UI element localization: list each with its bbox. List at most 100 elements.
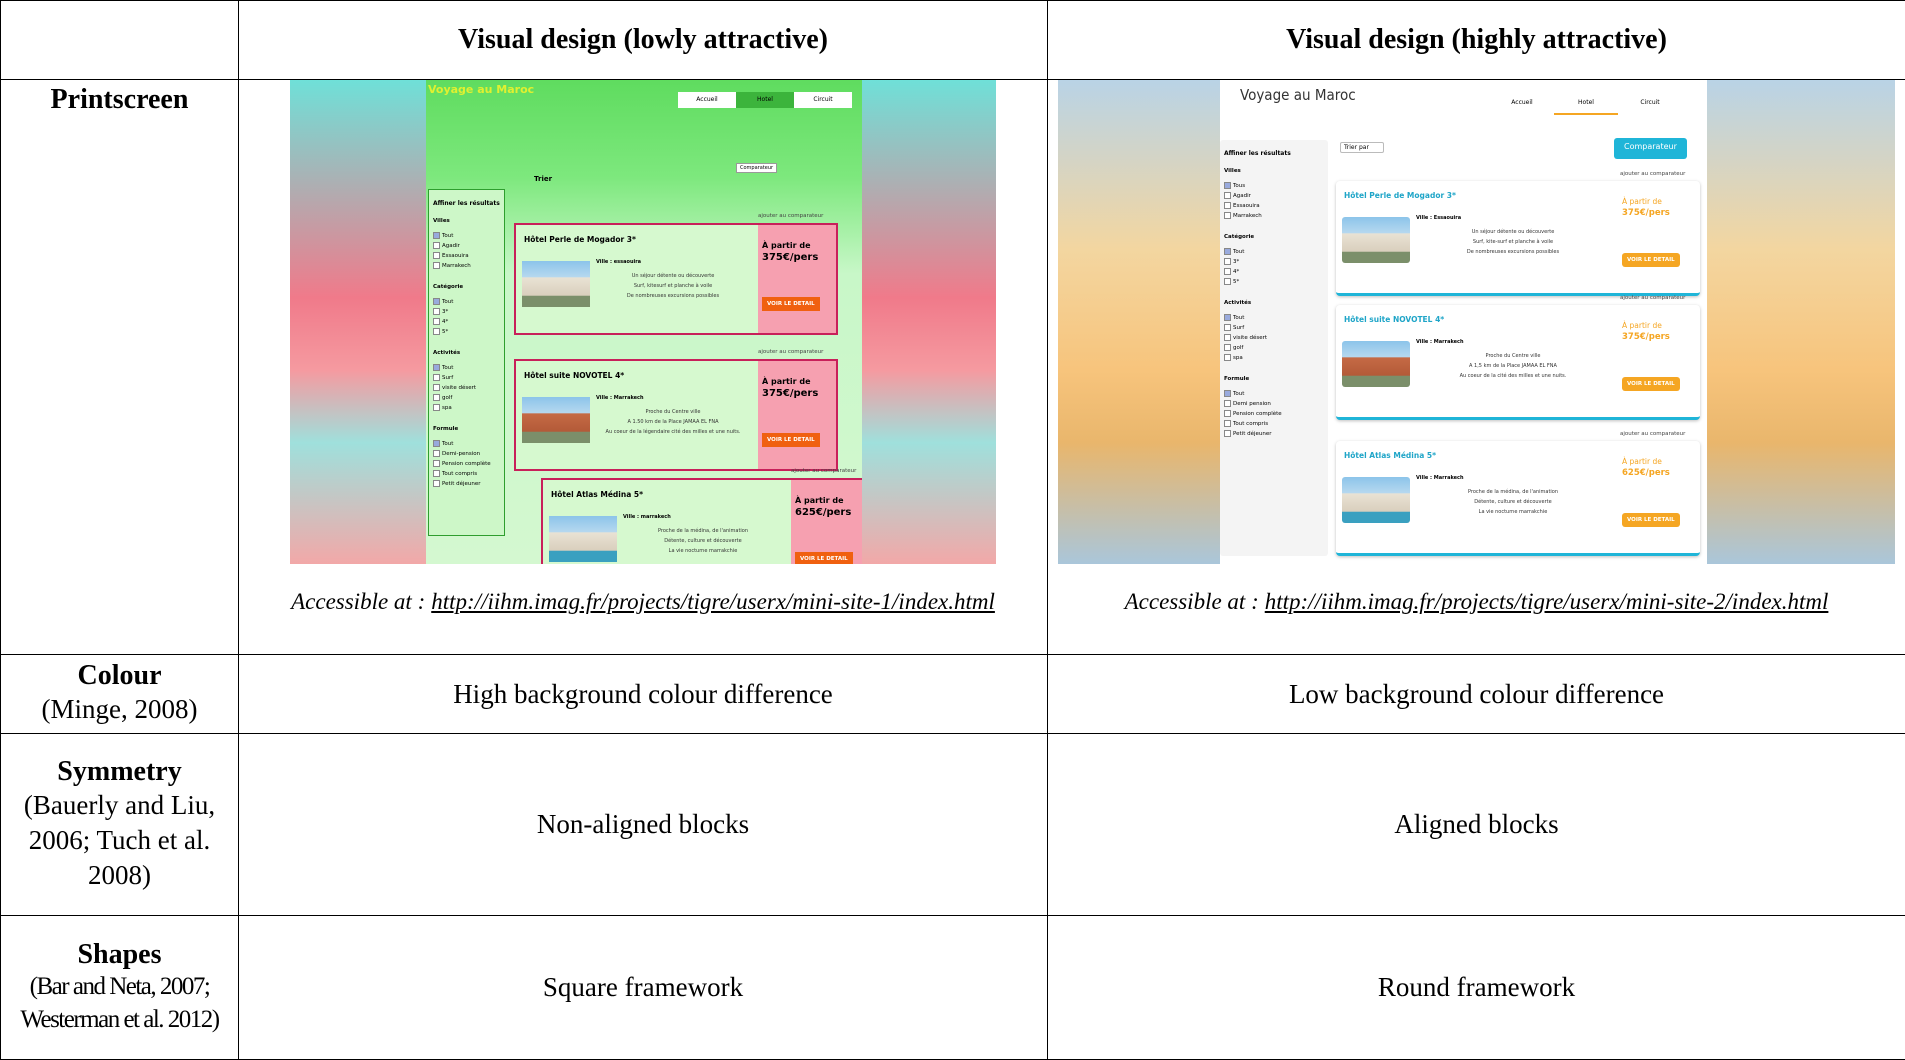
option-label: Surf [1233, 325, 1244, 331]
caption-link[interactable]: http://iihm.imag.fr/projects/tigre/userx… [431, 589, 995, 614]
option-label: visite désert [442, 385, 476, 391]
hotel-photo [1342, 341, 1410, 387]
checkbox [1224, 430, 1231, 437]
checkbox [433, 460, 440, 467]
nav-tab: Hotel [1554, 93, 1618, 115]
price: 375€/pers [762, 252, 818, 263]
option-label: Tout [442, 441, 453, 447]
row-label: Shapes [1, 939, 238, 971]
option-label: 3* [1233, 259, 1239, 265]
nav-tab: Accueil [678, 92, 736, 108]
hotel-name: Hôtel Perle de Mogador 3* [524, 235, 636, 244]
citation: (Bar and Neta, 2007; Westerman et al. 20… [1, 971, 238, 1036]
checkbox [1224, 390, 1231, 397]
option-label: Tout [1233, 249, 1244, 255]
filter-option: Surf [1224, 324, 1244, 331]
checkbox [1224, 334, 1231, 341]
caption-text: Accessible at : [291, 589, 425, 614]
column-header: Visual design (highly attractive) [1048, 1, 1905, 80]
checkbox [1224, 202, 1231, 209]
checkbox [433, 404, 440, 411]
caption: Accessible at :http://iihm.imag.fr/proje… [1048, 588, 1905, 617]
option-label: Pension complète [1233, 411, 1282, 417]
filter-group-title: Activités [433, 350, 460, 356]
filter-option: Tout [1224, 390, 1244, 397]
nav-tab: Circuit [794, 92, 852, 108]
row-label: Colour [1, 660, 238, 692]
checkbox [1224, 344, 1231, 351]
hotel-city: Ville : Marrakech [1416, 475, 1464, 481]
option-label: Demi-pension [442, 451, 480, 457]
price-prefix: À partir de [795, 496, 844, 505]
citation: (Minge, 2008) [1, 692, 238, 727]
option-label: Essaouira [1233, 203, 1260, 209]
filter-option: Pension complète [433, 460, 491, 467]
hotel-feature: Proche du Centre ville [596, 409, 750, 415]
hotel-name: Hôtel Perle de Mogador 3* [1344, 191, 1456, 200]
option-label: spa [1233, 355, 1243, 361]
option-label: Tout [442, 233, 453, 239]
site-title: Voyage au Maroc [428, 83, 534, 96]
filter-option: Demi pension [1224, 400, 1271, 407]
hotel-card: Hôtel Perle de Mogador 3*Ville : essaoui… [514, 223, 838, 335]
hotel-feature: De nombreuses excursions possibles [596, 293, 750, 299]
checkbox [1224, 278, 1231, 285]
checkbox [1224, 212, 1231, 219]
sort-label: Trier par [1340, 142, 1384, 153]
checkbox [433, 328, 440, 335]
hotel-city: Ville : Essaouira [1416, 215, 1461, 221]
compare-button: Comparateur [1614, 138, 1687, 159]
caption-link[interactable]: http://iihm.imag.fr/projects/tigre/userx… [1265, 589, 1829, 614]
checkbox [433, 298, 440, 305]
price-prefix: À partir de [762, 241, 811, 250]
filter-option: Tout [433, 440, 453, 447]
table-row: Colour(Minge, 2008) High background colo… [1, 655, 1905, 734]
filter-group-title: Formule [1224, 376, 1249, 382]
hotel-feature: Un séjour détente ou découverte [1416, 229, 1610, 235]
filter-option: visite désert [433, 384, 476, 391]
hotel-photo [1342, 217, 1410, 263]
hotel-name: Hôtel Atlas Médina 5* [551, 490, 643, 499]
option-label: Surf [442, 375, 453, 381]
filter-option: Tout compris [433, 470, 477, 477]
detail-button: VOIR LE DETAIL [795, 552, 853, 564]
hotel-feature: Détente, culture et découverte [623, 538, 783, 544]
hotel-feature: Proche de la médina, de l'animation [623, 528, 783, 534]
compare-checkbox-label: ajouter au comparateur [1620, 295, 1685, 301]
citation: (Bauerly and Liu, 2006; Tuch et al. 2008… [1, 788, 238, 893]
filter-option: Pension complète [1224, 410, 1282, 417]
nav-tab: Hotel [736, 92, 794, 108]
filter-option: Tout compris [1224, 420, 1268, 427]
nav-tab: Circuit [1618, 93, 1682, 113]
checkbox [433, 394, 440, 401]
checkbox [433, 252, 440, 259]
hotel-name: Hôtel Atlas Médina 5* [1344, 451, 1436, 460]
hotel-feature: Proche de la médina, de l'animation [1416, 489, 1610, 495]
option-label: Demi pension [1233, 401, 1271, 407]
price-prefix: À partir de [1622, 197, 1662, 206]
corner-cell [1, 1, 239, 80]
price-prefix: À partir de [1622, 321, 1662, 330]
hotel-feature: La vie nocturne marrakchie [623, 548, 783, 554]
table-cell: Low background colour difference [1048, 655, 1905, 734]
filter-group-title: Activités [1224, 300, 1251, 306]
checkbox [433, 470, 440, 477]
hotel-feature: Au coeur de la cité des milles et une nu… [1416, 373, 1610, 379]
checkbox [433, 364, 440, 371]
checkbox [1224, 268, 1231, 275]
filter-option: golf [1224, 344, 1243, 351]
table-cell: Aligned blocks [1048, 734, 1905, 916]
option-label: Tout [442, 365, 453, 371]
price: 375€/pers [762, 388, 818, 399]
hotel-city: Ville : marrakech [623, 514, 671, 520]
filter-option: Essaouira [433, 252, 469, 259]
hotel-name: Hôtel suite NOVOTEL 4* [1344, 315, 1444, 324]
compare-checkbox-label: ajouter au comparateur [1620, 171, 1685, 177]
